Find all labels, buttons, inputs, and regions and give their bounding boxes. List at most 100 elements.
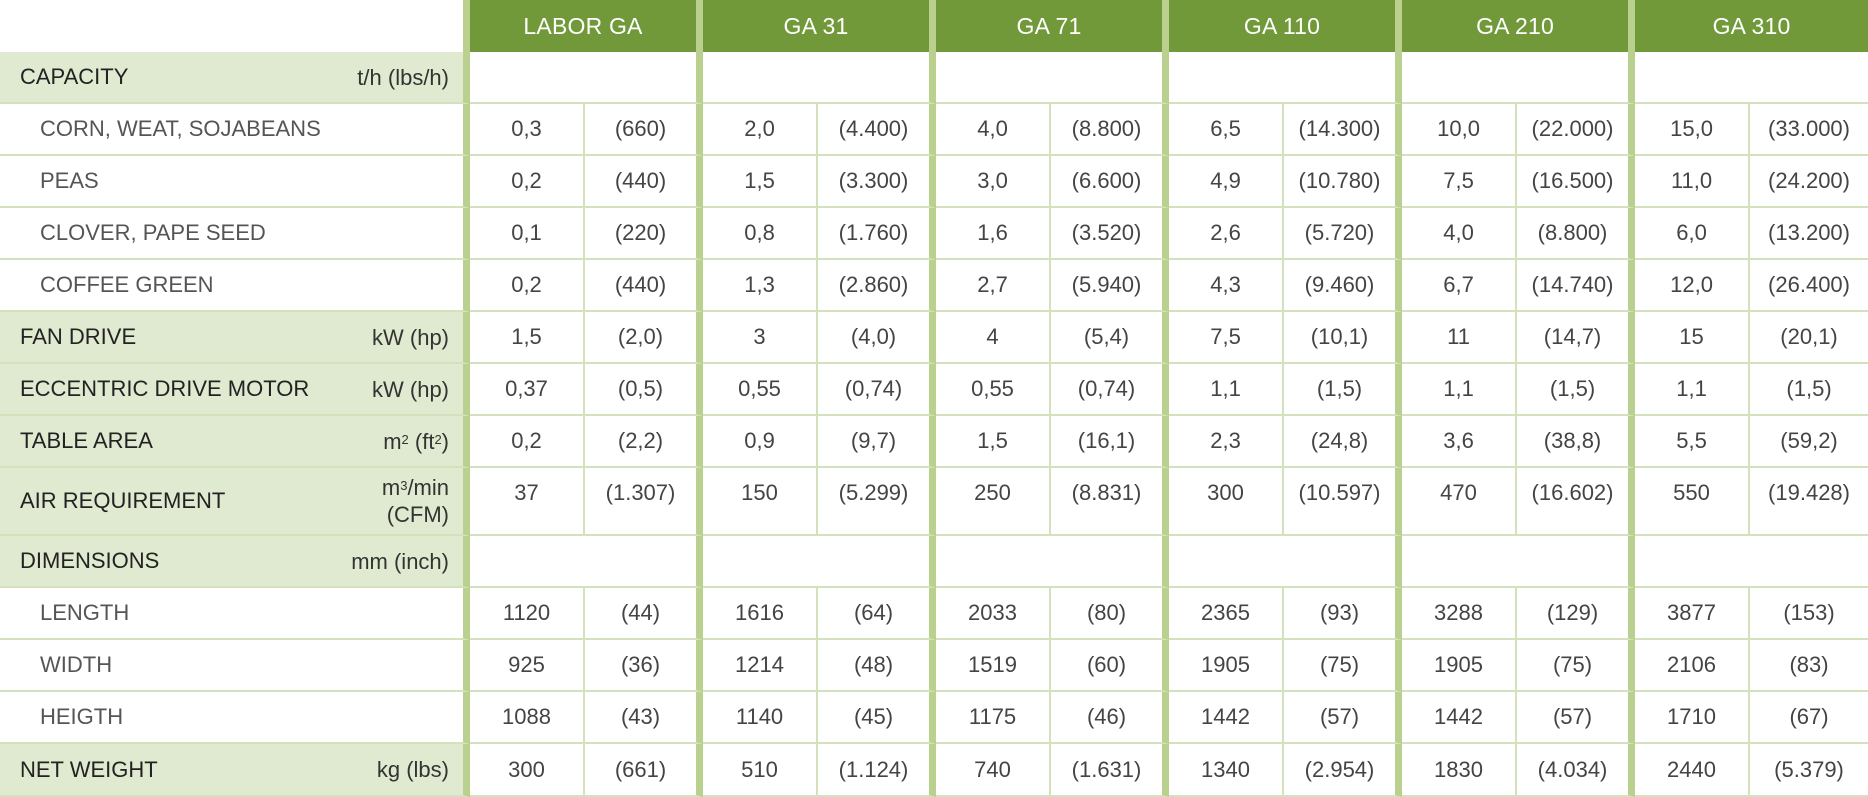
value-cell: (13.200) [1750, 208, 1868, 260]
value-cell: 37 [470, 468, 585, 536]
value-cell [1051, 52, 1170, 104]
value-cell: (38,8) [1517, 416, 1636, 468]
value-cell: (46) [1051, 692, 1170, 744]
value-cell: (83) [1750, 640, 1868, 692]
value-cell: 4,9 [1169, 156, 1285, 208]
row-unit: kW (hp) [372, 324, 449, 350]
header-corner [0, 0, 470, 52]
value-cell [818, 536, 937, 588]
model-header: GA 310 [1635, 0, 1868, 52]
value-cell: 10,0 [1402, 104, 1518, 156]
value-cell: (0,5) [585, 364, 704, 416]
model-header: GA 110 [1169, 0, 1403, 52]
value-cell: 0,55 [703, 364, 819, 416]
value-cell: 0,3 [470, 104, 585, 156]
value-cell: 12,0 [1635, 260, 1751, 312]
value-cell: 11 [1402, 312, 1518, 364]
value-cell: 0,2 [470, 260, 585, 312]
value-cell: (10.597) [1284, 468, 1403, 536]
value-cell: (16,1) [1051, 416, 1170, 468]
row-label: CLOVER, PAPE SEED [40, 220, 266, 245]
row-label-cell: TABLE AREA m2 (ft2) [0, 416, 470, 468]
value-cell [1517, 52, 1636, 104]
row-label-cell: PEAS [0, 156, 470, 208]
value-cell: 2,0 [703, 104, 819, 156]
value-cell: (14.740) [1517, 260, 1636, 312]
value-cell [1402, 52, 1518, 104]
value-cell: (153) [1750, 588, 1868, 640]
value-cell: 1,6 [936, 208, 1052, 260]
value-cell: 740 [936, 744, 1052, 797]
value-cell: (5,4) [1051, 312, 1170, 364]
value-cell: 470 [1402, 468, 1518, 536]
row-label: AIR REQUIREMENT [20, 488, 226, 513]
value-cell [1750, 52, 1868, 104]
value-cell: (57) [1284, 692, 1403, 744]
value-cell [1169, 52, 1285, 104]
value-cell: (3.520) [1051, 208, 1170, 260]
value-cell: 2033 [936, 588, 1052, 640]
row-label-cell: WIDTH [0, 640, 470, 692]
row-label: CAPACITY [20, 64, 129, 89]
value-cell: (8.800) [1051, 104, 1170, 156]
value-cell: (24.200) [1750, 156, 1868, 208]
row-unit: kW (hp) [372, 376, 449, 402]
value-cell: 1140 [703, 692, 819, 744]
value-cell [818, 52, 937, 104]
value-cell: 3877 [1635, 588, 1751, 640]
value-cell: (24,8) [1284, 416, 1403, 468]
value-cell: 15,0 [1635, 104, 1751, 156]
value-cell: 1616 [703, 588, 819, 640]
value-cell: 1120 [470, 588, 585, 640]
value-cell [470, 52, 585, 104]
value-cell [703, 536, 819, 588]
row-unit: t/h (lbs/h) [357, 64, 449, 90]
value-cell: 3288 [1402, 588, 1518, 640]
value-cell: (10,1) [1284, 312, 1403, 364]
row-label: CORN, WEAT, SOJABEANS [40, 116, 321, 141]
row-label: ECCENTRIC DRIVE MOTOR [20, 376, 310, 401]
value-cell: (57) [1517, 692, 1636, 744]
value-cell: (440) [585, 260, 704, 312]
value-cell: 925 [470, 640, 585, 692]
value-cell [1402, 536, 1518, 588]
value-cell: 2,3 [1169, 416, 1285, 468]
value-cell: 1214 [703, 640, 819, 692]
table-row: AIR REQUIREMENT m3/min (CFM) 37 (1.307) 150(… [0, 468, 1868, 536]
row-label: PEAS [40, 168, 99, 193]
value-cell: (440) [585, 156, 704, 208]
value-cell: (3.300) [818, 156, 937, 208]
value-cell: 7,5 [1402, 156, 1518, 208]
value-cell: 2,7 [936, 260, 1052, 312]
value-cell: 1,5 [703, 156, 819, 208]
row-label: COFFEE GREEN [40, 272, 214, 297]
value-cell: 1710 [1635, 692, 1751, 744]
value-cell: (4.400) [818, 104, 937, 156]
value-cell: 1905 [1169, 640, 1285, 692]
value-cell: 0,1 [470, 208, 585, 260]
value-cell: 1340 [1169, 744, 1285, 797]
value-cell: (661) [585, 744, 704, 797]
row-label-cell: CORN, WEAT, SOJABEANS [0, 104, 470, 156]
value-cell: 3,6 [1402, 416, 1518, 468]
value-cell: 1175 [936, 692, 1052, 744]
value-cell: (8.831) [1051, 468, 1170, 536]
value-cell: 7,5 [1169, 312, 1285, 364]
value-cell: 2,6 [1169, 208, 1285, 260]
value-cell: 4,0 [1402, 208, 1518, 260]
model-header: GA 31 [703, 0, 937, 52]
value-cell: 1519 [936, 640, 1052, 692]
row-label-cell: NET WEIGHT kg (lbs) [0, 744, 470, 797]
row-label: NET WEIGHT [20, 756, 158, 782]
table-row: CAPACITY t/h (lbs/h) [0, 52, 1868, 104]
table-row: CLOVER, PAPE SEED 0,1 (220) 0,8 (1.760) 1,6 (3… [0, 208, 1868, 260]
value-cell: 1442 [1402, 692, 1518, 744]
model-name: GA 210 [1476, 12, 1554, 39]
value-cell: (1.124) [818, 744, 937, 797]
value-cell: 1,1 [1635, 364, 1751, 416]
table-row: TABLE AREA m2 (ft2) 0,2 (2,2) 0,9 (9,7) 1,5 (16… [0, 416, 1868, 468]
model-name: GA 110 [1243, 12, 1321, 39]
value-cell [1517, 536, 1636, 588]
value-cell: (16.500) [1517, 156, 1636, 208]
